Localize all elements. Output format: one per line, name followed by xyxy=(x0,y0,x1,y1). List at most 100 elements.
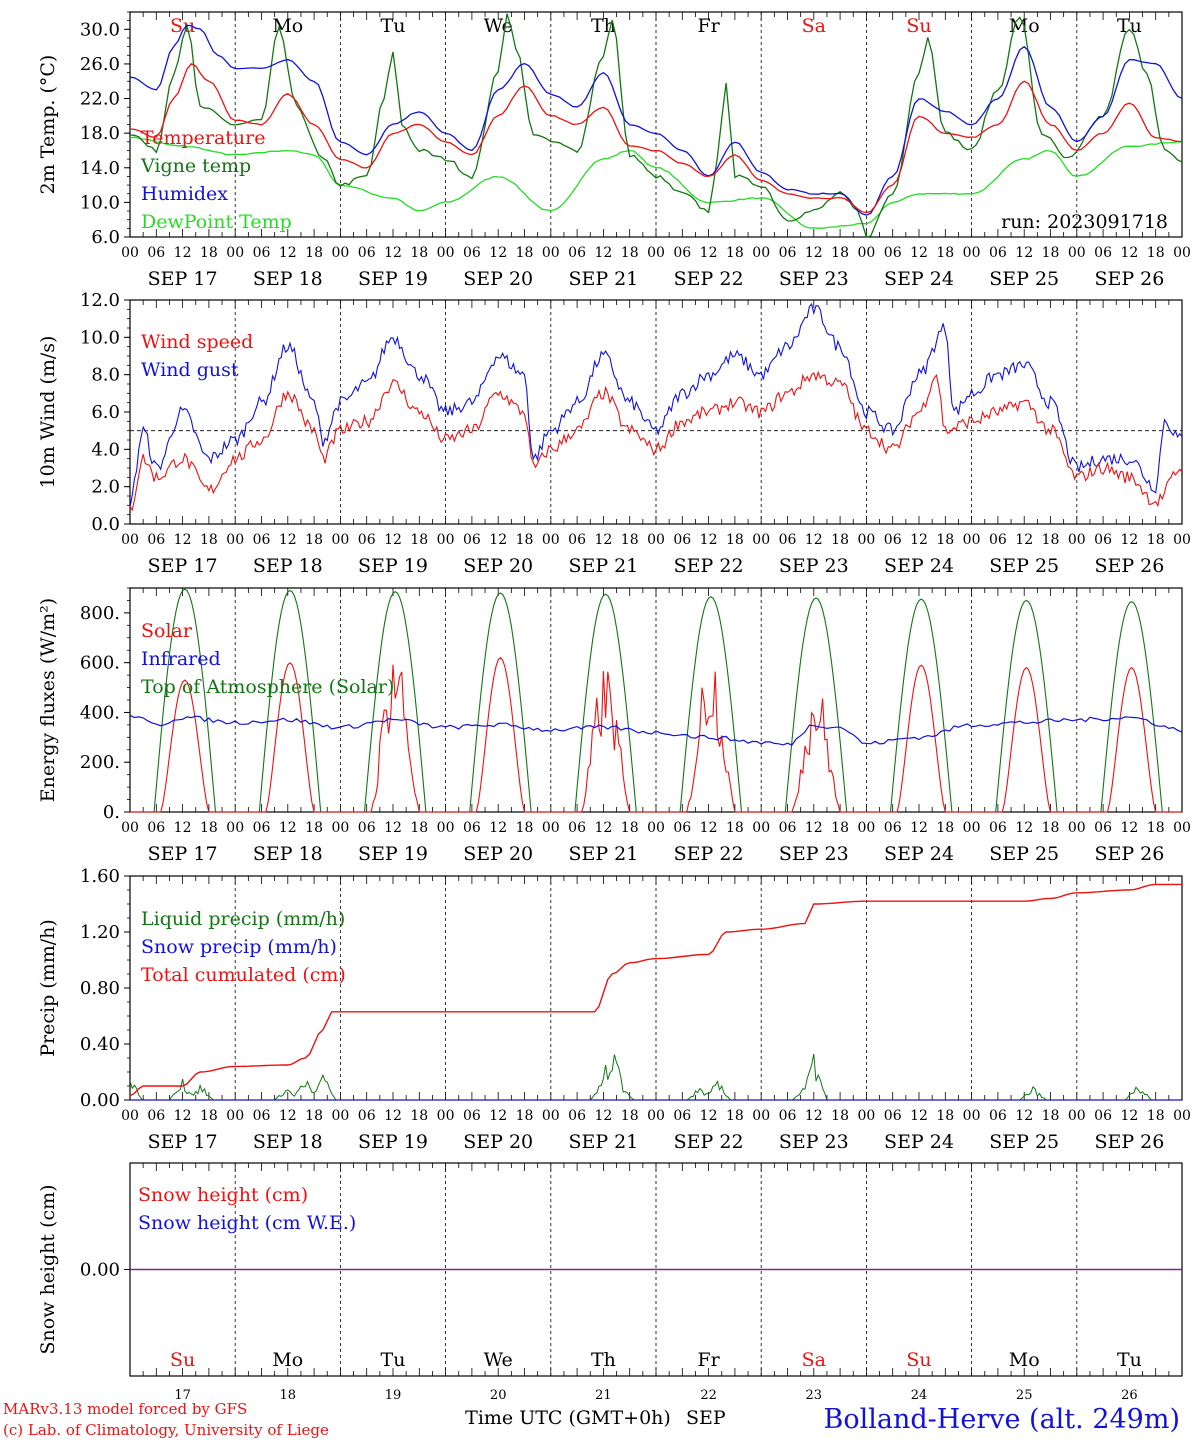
hour-label: 18 xyxy=(1147,245,1165,261)
hour-label: 12 xyxy=(279,1108,297,1124)
hour-label: 12 xyxy=(489,820,507,836)
hour-label: 00 xyxy=(226,820,244,836)
hour-label: 12 xyxy=(700,532,718,548)
hour-label: 12 xyxy=(1015,1108,1033,1124)
y-tick-label: 800. xyxy=(80,603,120,624)
y-tick-label: 600. xyxy=(80,653,120,674)
hour-label: 18 xyxy=(1147,820,1165,836)
day-number-label: 23 xyxy=(806,1388,823,1403)
hour-label: 00 xyxy=(121,532,139,548)
panel-2: 0.0 2.0 4.0 6.0 8.0 10.0 12.0 10m Wind (m/s) 00 0… xyxy=(37,290,1191,577)
y-axis-label: Precip (mm/h) xyxy=(37,919,59,1057)
day-number-label: 26 xyxy=(1121,1388,1138,1403)
day-number-label: 20 xyxy=(490,1388,507,1403)
hour-label: 06 xyxy=(463,820,481,836)
hour-label: 00 xyxy=(437,820,455,836)
hour-label: 12 xyxy=(1120,245,1138,261)
hour-label: 18 xyxy=(936,532,954,548)
hour-label: 00 xyxy=(1173,820,1191,836)
day-abbr-label: Tu xyxy=(381,15,406,37)
hour-label: 18 xyxy=(305,245,323,261)
hour-label: 06 xyxy=(147,820,165,836)
date-label: SEP 20 xyxy=(463,1131,533,1153)
y-tick-label: 400. xyxy=(80,702,120,723)
hour-label: 12 xyxy=(805,245,823,261)
day-abbr-label: Tu xyxy=(381,1349,406,1371)
panel-5: 0.00 Snow height (cm) Snow height (cm) Snow… xyxy=(37,1162,1183,1403)
date-label: SEP 17 xyxy=(148,555,218,577)
hour-label: 00 xyxy=(121,820,139,836)
panel-frame xyxy=(129,299,1183,525)
day-abbr-label: Fr xyxy=(697,1349,720,1371)
date-label: SEP 24 xyxy=(884,555,954,577)
series-line xyxy=(129,370,1183,512)
hour-label: 18 xyxy=(936,1108,954,1124)
hour-label: 06 xyxy=(989,245,1007,261)
hour-label: 06 xyxy=(463,532,481,548)
hour-label: 06 xyxy=(463,1108,481,1124)
date-label: SEP 19 xyxy=(358,268,428,290)
hour-label: 06 xyxy=(253,820,271,836)
hour-label: 00 xyxy=(331,532,349,548)
hour-label: 18 xyxy=(200,1108,218,1124)
date-label: SEP 23 xyxy=(779,1131,849,1153)
hour-label: 06 xyxy=(989,532,1007,548)
hour-label: 06 xyxy=(147,245,165,261)
hour-label: 18 xyxy=(621,820,639,836)
hour-label: 06 xyxy=(358,820,376,836)
hour-label: 18 xyxy=(831,820,849,836)
copyright-credit: (c) Lab. of Climatology, University of L… xyxy=(3,1421,329,1439)
hour-label: 00 xyxy=(752,1108,770,1124)
hour-label: 00 xyxy=(857,245,875,261)
hour-label: 06 xyxy=(673,820,691,836)
y-tick-label: 0.0 xyxy=(91,514,120,535)
date-label: SEP 19 xyxy=(358,1131,428,1153)
y-tick-label: 0. xyxy=(103,802,120,823)
hour-label: 00 xyxy=(1173,245,1191,261)
day-number-label: 24 xyxy=(911,1388,928,1403)
hour-label: 06 xyxy=(147,1108,165,1124)
date-label: SEP 25 xyxy=(989,843,1059,865)
hour-label: 12 xyxy=(910,532,928,548)
date-label: SEP 20 xyxy=(463,268,533,290)
hour-label: 06 xyxy=(568,1108,586,1124)
hour-label: 12 xyxy=(384,1108,402,1124)
hour-label: 06 xyxy=(989,820,1007,836)
legend-entry: Infrared xyxy=(141,648,221,670)
hour-label: 00 xyxy=(1068,245,1086,261)
hour-label: 12 xyxy=(384,532,402,548)
hour-label: 18 xyxy=(726,1108,744,1124)
date-label: SEP 25 xyxy=(989,268,1059,290)
hour-label: 00 xyxy=(857,532,875,548)
day-abbr-label: Mo xyxy=(272,1349,303,1371)
hour-label: 06 xyxy=(884,1108,902,1124)
hour-label: 18 xyxy=(200,245,218,261)
run-annotation: run: 2023091718 xyxy=(1001,211,1168,233)
hour-label: 12 xyxy=(279,820,297,836)
hour-label: 00 xyxy=(1068,1108,1086,1124)
hour-label: 00 xyxy=(752,820,770,836)
hour-label: 12 xyxy=(489,532,507,548)
date-label: SEP 21 xyxy=(568,1131,638,1153)
hour-label: 06 xyxy=(147,532,165,548)
date-label: SEP 17 xyxy=(148,268,218,290)
hour-label: 12 xyxy=(700,820,718,836)
y-tick-label: 0.80 xyxy=(80,978,120,999)
hour-label: 00 xyxy=(1173,532,1191,548)
hour-label: 18 xyxy=(305,532,323,548)
legend-entry: Wind speed xyxy=(141,331,253,353)
hour-label: 18 xyxy=(1042,820,1060,836)
hour-label: 06 xyxy=(568,532,586,548)
hour-label: 00 xyxy=(226,245,244,261)
series-line xyxy=(129,136,1183,229)
hour-label: 00 xyxy=(647,245,665,261)
day-abbr-label: Su xyxy=(170,1349,195,1371)
day-abbr-label: Mo xyxy=(1009,1349,1040,1371)
hour-label: 12 xyxy=(1120,820,1138,836)
hour-label: 00 xyxy=(963,820,981,836)
day-number-label: 22 xyxy=(700,1388,717,1403)
series-line xyxy=(129,883,1182,1097)
hour-label: 00 xyxy=(963,245,981,261)
hour-label: 06 xyxy=(253,245,271,261)
